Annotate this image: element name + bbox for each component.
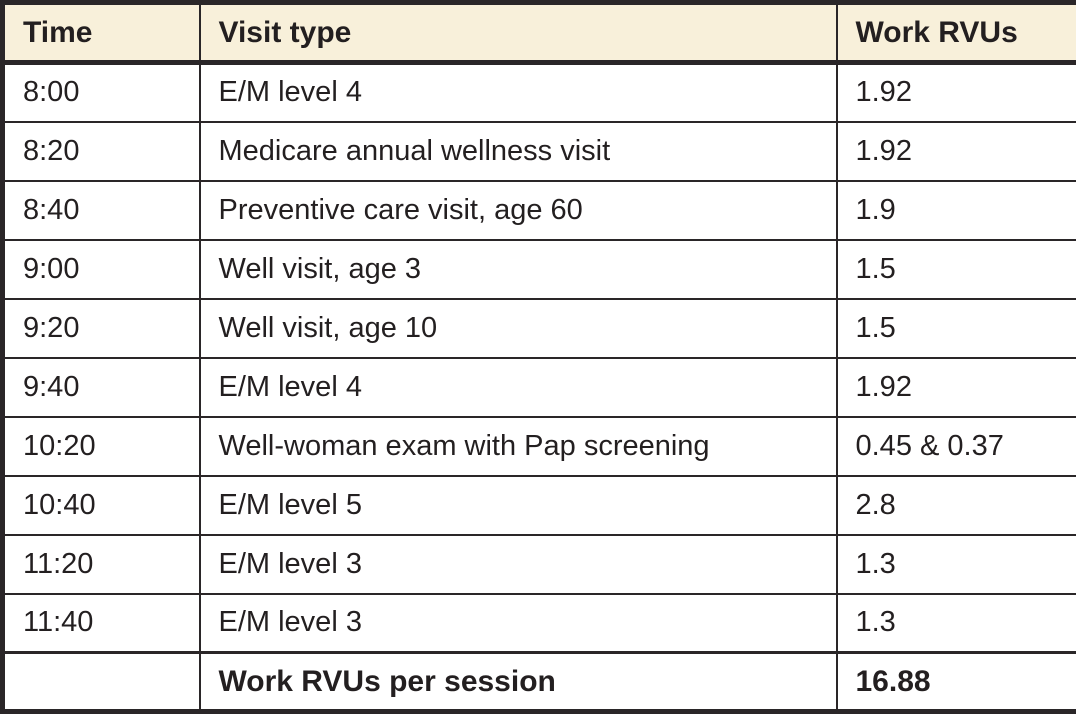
column-header-visit-type: Visit type — [200, 3, 837, 63]
cell-time: 11:20 — [3, 535, 200, 594]
table-row: 8:40 Preventive care visit, age 60 1.9 — [3, 181, 1076, 240]
cell-time: 9:20 — [3, 299, 200, 358]
cell-work-rvus: 1.92 — [837, 122, 1076, 181]
cell-visit-type: E/M level 4 — [200, 358, 837, 417]
cell-work-rvus: 1.92 — [837, 63, 1076, 122]
cell-work-rvus: 1.5 — [837, 240, 1076, 299]
cell-visit-type: E/M level 4 — [200, 63, 837, 122]
table-row: 9:40 E/M level 4 1.92 — [3, 358, 1076, 417]
table-row: 10:40 E/M level 5 2.8 — [3, 476, 1076, 535]
column-header-work-rvus: Work RVUs — [837, 3, 1076, 63]
cell-visit-type: E/M level 5 — [200, 476, 837, 535]
header-row: Time Visit type Work RVUs — [3, 3, 1076, 63]
cell-work-rvus: 1.3 — [837, 594, 1076, 653]
cell-work-rvus: 1.5 — [837, 299, 1076, 358]
table-row: 9:20 Well visit, age 10 1.5 — [3, 299, 1076, 358]
table-row: 11:40 E/M level 3 1.3 — [3, 594, 1076, 653]
cell-visit-type: Medicare annual wellness visit — [200, 122, 837, 181]
cell-work-rvus: 1.3 — [837, 535, 1076, 594]
cell-work-rvus: 0.45 & 0.37 — [837, 417, 1076, 476]
table-header: Time Visit type Work RVUs — [3, 3, 1076, 63]
cell-time: 9:40 — [3, 358, 200, 417]
cell-work-rvus: 2.8 — [837, 476, 1076, 535]
table-row: 8:20 Medicare annual wellness visit 1.92 — [3, 122, 1076, 181]
cell-time: 8:00 — [3, 63, 200, 122]
table-body: 8:00 E/M level 4 1.92 8:20 Medicare annu… — [3, 63, 1076, 712]
table-row: 9:00 Well visit, age 3 1.5 — [3, 240, 1076, 299]
table-row: 10:20 Well-woman exam with Pap screening… — [3, 417, 1076, 476]
column-header-time: Time — [3, 3, 200, 63]
cell-visit-type: Preventive care visit, age 60 — [200, 181, 837, 240]
total-value: 16.88 — [837, 653, 1076, 712]
total-row: Work RVUs per session 16.88 — [3, 653, 1076, 712]
cell-visit-type: Well visit, age 10 — [200, 299, 837, 358]
cell-time: 8:40 — [3, 181, 200, 240]
cell-work-rvus: 1.9 — [837, 181, 1076, 240]
cell-time: 9:00 — [3, 240, 200, 299]
cell-time: 11:40 — [3, 594, 200, 653]
table-row: 8:00 E/M level 4 1.92 — [3, 63, 1076, 122]
total-label: Work RVUs per session — [200, 653, 837, 712]
cell-visit-type: E/M level 3 — [200, 535, 837, 594]
table-row: 11:20 E/M level 3 1.3 — [3, 535, 1076, 594]
cell-work-rvus: 1.92 — [837, 358, 1076, 417]
cell-visit-type: Well-woman exam with Pap screening — [200, 417, 837, 476]
cell-visit-type: E/M level 3 — [200, 594, 837, 653]
cell-time: 10:20 — [3, 417, 200, 476]
cell-visit-type: Well visit, age 3 — [200, 240, 837, 299]
total-time-empty — [3, 653, 200, 712]
cell-time: 10:40 — [3, 476, 200, 535]
cell-time: 8:20 — [3, 122, 200, 181]
